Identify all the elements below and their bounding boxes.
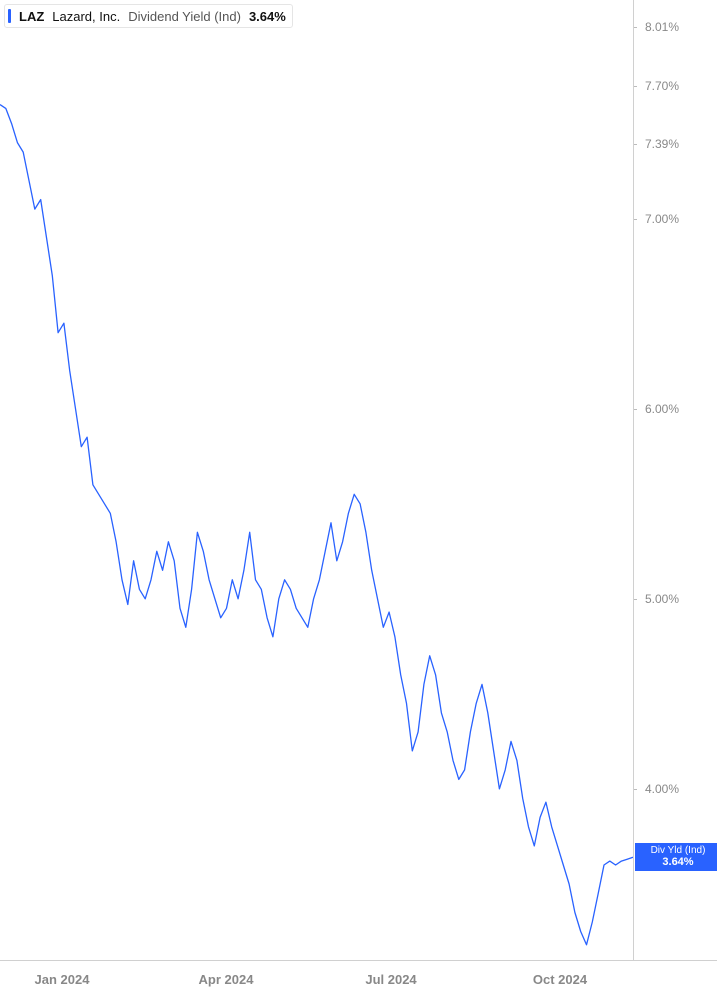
y-tick-mark xyxy=(634,27,637,28)
y-tick-mark xyxy=(634,409,637,410)
series-value: 3.64% xyxy=(249,9,286,24)
y-tick-mark xyxy=(634,789,637,790)
x-tick-label: Jan 2024 xyxy=(35,972,90,987)
current-value-callout: Div Yld (Ind) 3.64% xyxy=(635,843,717,871)
y-tick-mark xyxy=(634,219,637,220)
line-chart-svg[interactable] xyxy=(0,0,717,1005)
company-name: Lazard, Inc. xyxy=(52,9,120,24)
y-tick-label: 5.00% xyxy=(645,592,679,606)
y-tick-mark xyxy=(634,599,637,600)
x-axis-line xyxy=(0,960,717,961)
info-bar[interactable]: LAZ Lazard, Inc. Dividend Yield (Ind) 3.… xyxy=(4,4,293,28)
x-tick-label: Apr 2024 xyxy=(199,972,254,987)
chart-container: 8.01% 7.70% 7.39% 7.00% 6.00% 5.00% 4.00% Jan … xyxy=(0,0,717,1005)
ticker-symbol: LAZ xyxy=(19,9,44,24)
series-label: Dividend Yield (Ind) xyxy=(128,9,241,24)
callout-label: Div Yld (Ind) xyxy=(645,845,711,856)
yield-line xyxy=(0,105,633,945)
info-accent-bar xyxy=(8,9,11,23)
y-tick-label: 7.70% xyxy=(645,79,679,93)
y-tick-label: 4.00% xyxy=(645,782,679,796)
y-tick-label: 7.00% xyxy=(645,212,679,226)
y-tick-label: 8.01% xyxy=(645,20,679,34)
callout-value: 3.64% xyxy=(645,856,711,868)
x-tick-label: Jul 2024 xyxy=(365,972,416,987)
y-tick-label: 7.39% xyxy=(645,137,679,151)
y-tick-mark xyxy=(634,144,637,145)
y-tick-mark xyxy=(634,86,637,87)
x-tick-label: Oct 2024 xyxy=(533,972,587,987)
y-tick-label: 6.00% xyxy=(645,402,679,416)
